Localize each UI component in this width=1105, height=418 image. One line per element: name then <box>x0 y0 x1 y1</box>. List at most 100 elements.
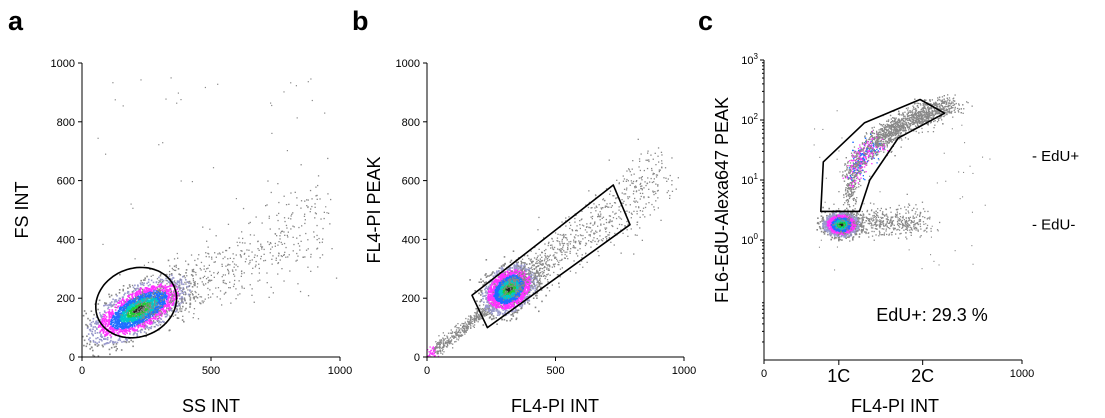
scatter-point <box>137 299 139 301</box>
scatter-point <box>153 304 156 306</box>
scatter-point <box>159 281 161 283</box>
scatter-point <box>164 311 167 314</box>
scatter-point <box>117 333 120 335</box>
scatter-point <box>176 307 178 310</box>
scatter-point <box>175 266 177 268</box>
scatter-point <box>255 264 257 266</box>
scatter-point <box>123 321 126 324</box>
scatter-point <box>432 350 435 352</box>
scatter-point <box>472 325 474 327</box>
scatter-point <box>438 343 440 345</box>
scatter-point <box>135 287 138 290</box>
scatter-point <box>455 340 457 343</box>
scatter-point <box>193 284 195 286</box>
scatter-point <box>87 325 89 328</box>
scatter-point <box>251 259 253 261</box>
scatter-point <box>314 212 317 214</box>
scatter-point <box>440 341 442 344</box>
scatter-point <box>478 316 480 318</box>
scatter-point <box>163 304 166 307</box>
scatter-point <box>184 300 186 302</box>
scatter-point <box>237 294 239 296</box>
scatter-point <box>429 346 431 348</box>
scatter-point <box>189 293 191 296</box>
scatter-point <box>169 294 171 296</box>
scatter-point <box>159 324 162 326</box>
scatter-point <box>124 333 126 336</box>
scatter-point <box>491 295 493 298</box>
scatter-point <box>257 240 259 242</box>
scatter-point <box>287 256 289 258</box>
y-tick-label: 1000 <box>51 58 75 70</box>
scatter-point <box>431 347 433 349</box>
scatter-point <box>168 289 170 292</box>
scatter-point <box>469 279 471 281</box>
scatter-point <box>120 312 123 315</box>
scatter-point <box>143 325 146 328</box>
scatter-point <box>149 306 151 308</box>
scatter-point <box>283 217 286 219</box>
scatter-point <box>151 312 153 314</box>
scatter-point <box>143 331 146 333</box>
scatter-point <box>181 299 183 301</box>
scatter-point <box>473 320 475 322</box>
scatter-point <box>148 322 150 325</box>
scatter-point <box>110 346 113 349</box>
scatter-point <box>161 301 164 304</box>
scatter-point <box>450 329 452 331</box>
scatter-point <box>184 277 186 279</box>
scatter-point <box>436 353 438 355</box>
scatter-point <box>156 319 158 322</box>
scatter-point <box>264 259 267 262</box>
scatter-point <box>502 303 505 305</box>
scatter-point <box>274 245 276 247</box>
scatter-point <box>435 347 438 349</box>
scatter-point <box>164 313 166 316</box>
scatter-point <box>119 339 122 342</box>
scatter-point <box>128 330 130 332</box>
scatter-point <box>478 281 481 283</box>
scatter-points-b <box>427 138 679 358</box>
scatter-point <box>162 280 164 283</box>
scatter-point <box>148 290 150 293</box>
scatter-point <box>122 285 125 287</box>
scatter-point <box>193 308 196 310</box>
scatter-point <box>440 352 442 354</box>
scatter-point <box>519 298 522 301</box>
scatter-point <box>157 285 160 288</box>
scatter-point <box>145 325 147 327</box>
scatter-point <box>454 341 456 343</box>
scatter-point <box>152 312 155 314</box>
scatter-point <box>137 323 140 325</box>
scatter-point <box>118 330 121 332</box>
scatter-point <box>137 314 139 317</box>
scatter-point <box>139 317 142 320</box>
scatter-point <box>128 325 130 328</box>
scatter-point <box>89 323 91 325</box>
scatter-point <box>158 320 161 323</box>
scatter-point <box>147 327 149 329</box>
scatter-point <box>131 327 134 329</box>
scatter-point <box>168 273 171 276</box>
scatter-point <box>446 343 449 346</box>
scatter-point <box>159 317 162 320</box>
scatter-point <box>127 311 129 314</box>
scatter-point <box>196 264 198 266</box>
scatter-point <box>120 349 123 351</box>
scatter-point <box>217 287 220 289</box>
scatter-point <box>204 270 207 273</box>
scatter-point <box>536 279 538 281</box>
scatter-point <box>102 243 104 245</box>
scatter-point <box>448 338 450 340</box>
scatter-point <box>202 302 204 304</box>
scatter-point <box>163 306 165 308</box>
scatter-point <box>221 304 223 306</box>
scatter-point <box>136 333 138 336</box>
scatter-point <box>307 248 309 250</box>
scatter-point <box>141 321 143 324</box>
scatter-point <box>134 289 137 292</box>
scatter-point <box>440 339 442 341</box>
panel-letter-b: b <box>352 6 369 36</box>
scatter-point <box>283 242 286 245</box>
scatter-point <box>191 293 193 295</box>
